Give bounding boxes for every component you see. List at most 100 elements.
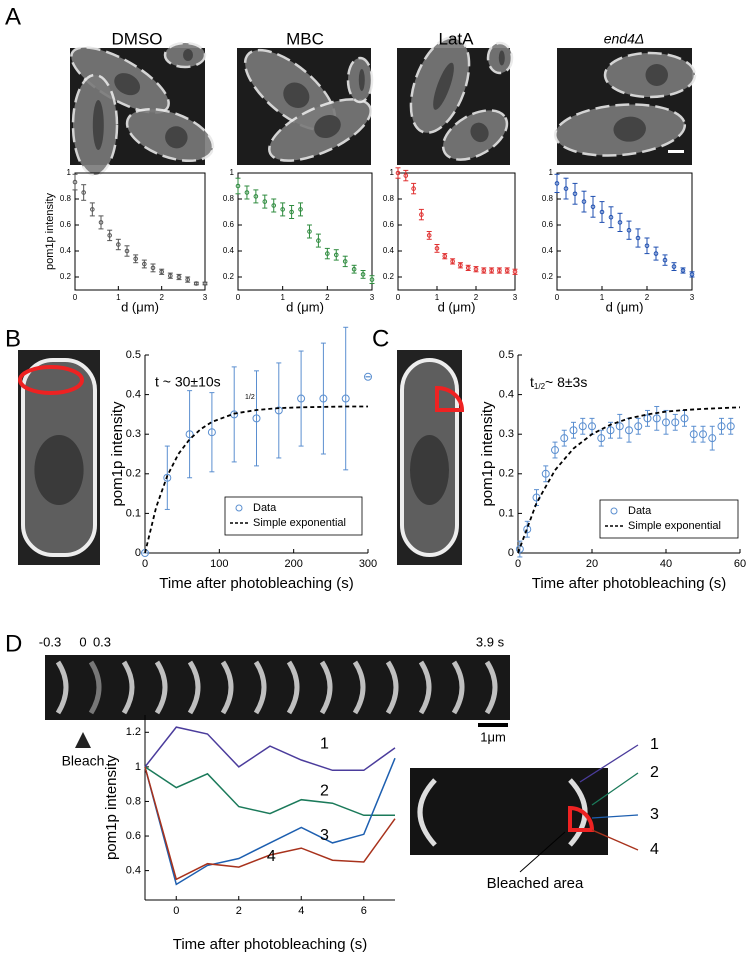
- data-point: [606, 426, 615, 435]
- error-bar: [271, 198, 277, 213]
- x-tick-label: 2: [236, 905, 242, 917]
- data-point: [360, 272, 366, 277]
- error-bar: [298, 202, 304, 217]
- data-point: [116, 242, 121, 247]
- y-tick-label: 0.8: [60, 194, 72, 203]
- scale-label: 1μm: [480, 729, 506, 744]
- data-point: [325, 251, 330, 256]
- error-bar: [581, 190, 587, 213]
- legend-box: [224, 496, 363, 536]
- y-tick-label: 0.1: [499, 507, 514, 519]
- x-axis-label: d (μm): [606, 299, 644, 314]
- error-bar: [351, 264, 357, 274]
- scale-bar: [668, 150, 684, 153]
- data-point: [163, 473, 172, 482]
- data-point: [643, 414, 652, 423]
- y-tick-label: 0: [135, 547, 141, 559]
- kymo-frame: [385, 660, 399, 715]
- data-point: [403, 173, 409, 178]
- x-tick-label: 40: [660, 558, 672, 570]
- error-bar: [626, 220, 632, 240]
- data-point: [298, 207, 303, 212]
- error-bar: [115, 238, 121, 251]
- error-bar: [89, 202, 95, 217]
- inset-label: 1: [650, 736, 659, 753]
- data-point: [450, 259, 455, 264]
- x-axis-label: d (μm): [121, 299, 159, 314]
- data-point: [497, 268, 502, 273]
- error-bar: [289, 205, 295, 219]
- panel-label: A: [5, 3, 21, 30]
- column-title: end4Δ: [604, 31, 645, 47]
- error-bar: [590, 195, 596, 218]
- error-bar: [254, 370, 259, 467]
- data-point: [159, 269, 164, 275]
- error-bar: [645, 409, 650, 427]
- error-bar: [599, 201, 605, 223]
- error-bar: [434, 244, 440, 253]
- error-bar: [654, 405, 660, 431]
- y-tick-label: 0.2: [499, 468, 514, 480]
- data-point: [489, 268, 494, 273]
- data-point: [194, 281, 199, 286]
- error-bar: [635, 417, 641, 435]
- x-axis-label: Time after photobleaching (s): [159, 575, 354, 592]
- data-point: [252, 414, 261, 423]
- error-bar: [72, 173, 78, 191]
- data-point: [185, 277, 190, 282]
- nucleus: [498, 50, 505, 66]
- data-point: [671, 264, 677, 269]
- error-bar: [608, 206, 614, 229]
- data-point: [150, 265, 156, 271]
- data-point: [72, 179, 78, 185]
- error-bar: [360, 270, 366, 279]
- error-bar: [691, 425, 697, 443]
- panel-label: B: [5, 325, 21, 352]
- data-point: [563, 186, 569, 191]
- data-point: [319, 394, 328, 403]
- x-tick-label: 0: [173, 905, 179, 917]
- nucleus: [114, 73, 141, 96]
- data-point: [458, 263, 463, 268]
- data-point: [680, 268, 686, 273]
- kymo-time-label: 0: [79, 634, 86, 649]
- column-title: DMSO: [112, 29, 163, 48]
- inset-label: 2: [650, 764, 659, 781]
- error-bar: [543, 465, 549, 483]
- data-point: [142, 261, 147, 267]
- error-bar: [653, 246, 659, 261]
- data-point: [465, 265, 471, 271]
- nucleus: [645, 64, 668, 86]
- plot-frame: [556, 172, 693, 291]
- data-point: [81, 190, 86, 195]
- plot-frame: [237, 172, 373, 291]
- error-bar: [369, 275, 375, 284]
- error-bar: [343, 326, 349, 471]
- data-point: [274, 406, 283, 415]
- error-bar: [617, 212, 623, 232]
- data-point: [341, 394, 350, 403]
- data-point: [473, 266, 479, 272]
- y-tick-label: 0.4: [126, 865, 141, 877]
- inset-cell: [417, 778, 437, 847]
- data-point: [572, 191, 578, 197]
- annotation-part: ~ 8±3s: [545, 374, 587, 390]
- data-point: [411, 186, 416, 191]
- inset-label: 4: [650, 841, 659, 858]
- data-point: [662, 418, 670, 427]
- x-tick-label: 0: [515, 558, 521, 570]
- annotation: 1/2: [245, 394, 255, 401]
- data-point: [608, 214, 614, 220]
- annotation: t1/2~ 8±3s: [530, 374, 587, 391]
- data-point: [230, 410, 239, 419]
- kymo-time-label: -0.3: [39, 634, 61, 649]
- x-tick-label: 0: [142, 558, 148, 570]
- data-point: [364, 372, 372, 381]
- bleach-region: [18, 365, 84, 395]
- y-tick-label: 1: [230, 168, 235, 177]
- kymo-frame: [319, 660, 333, 715]
- data-point: [124, 248, 130, 254]
- y-axis-label: pom1p intensity: [103, 754, 120, 860]
- error-bar: [563, 177, 569, 200]
- y-tick-label: 0.6: [223, 220, 235, 229]
